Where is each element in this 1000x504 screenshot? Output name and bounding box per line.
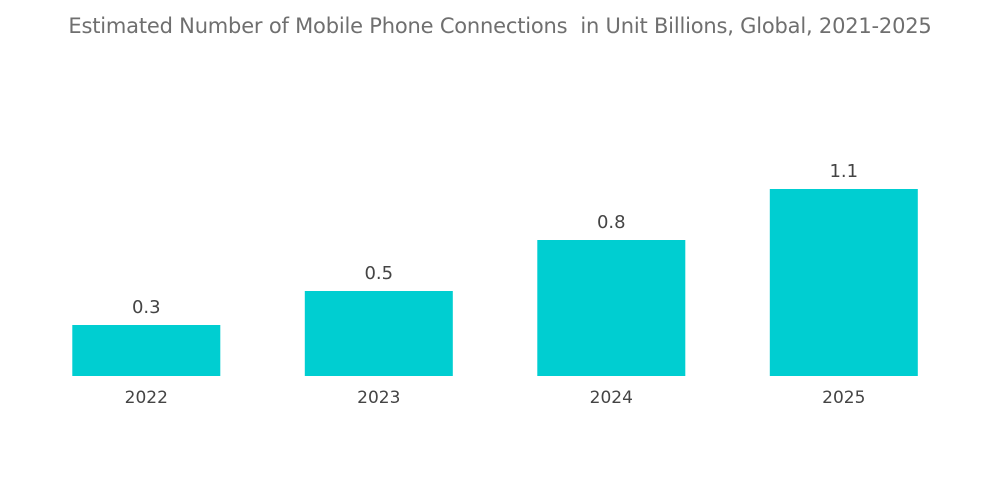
x-tick-label-2022: 2022 <box>125 388 168 408</box>
x-tick-label-2023: 2023 <box>357 388 400 408</box>
value-label-2022: 0.3 <box>132 297 161 318</box>
value-label-2023: 0.5 <box>364 263 393 284</box>
value-labels-layer: 0.3 0.5 0.8 1.1 <box>132 161 858 318</box>
x-tick-label-2025: 2025 <box>822 388 865 408</box>
bars-layer <box>72 189 918 376</box>
chart-title: Estimated Number of Mobile Phone Connect… <box>68 14 932 38</box>
bar-2023 <box>304 291 453 376</box>
value-label-2024: 0.8 <box>597 212 626 233</box>
bar-2024 <box>537 240 686 376</box>
bar-2025 <box>769 189 918 376</box>
value-label-2025: 1.1 <box>829 161 858 182</box>
bar-2022 <box>72 325 221 376</box>
x-tick-label-2024: 2024 <box>590 388 633 408</box>
x-axis-tick-labels: 2022 2023 2024 2025 <box>125 388 866 408</box>
